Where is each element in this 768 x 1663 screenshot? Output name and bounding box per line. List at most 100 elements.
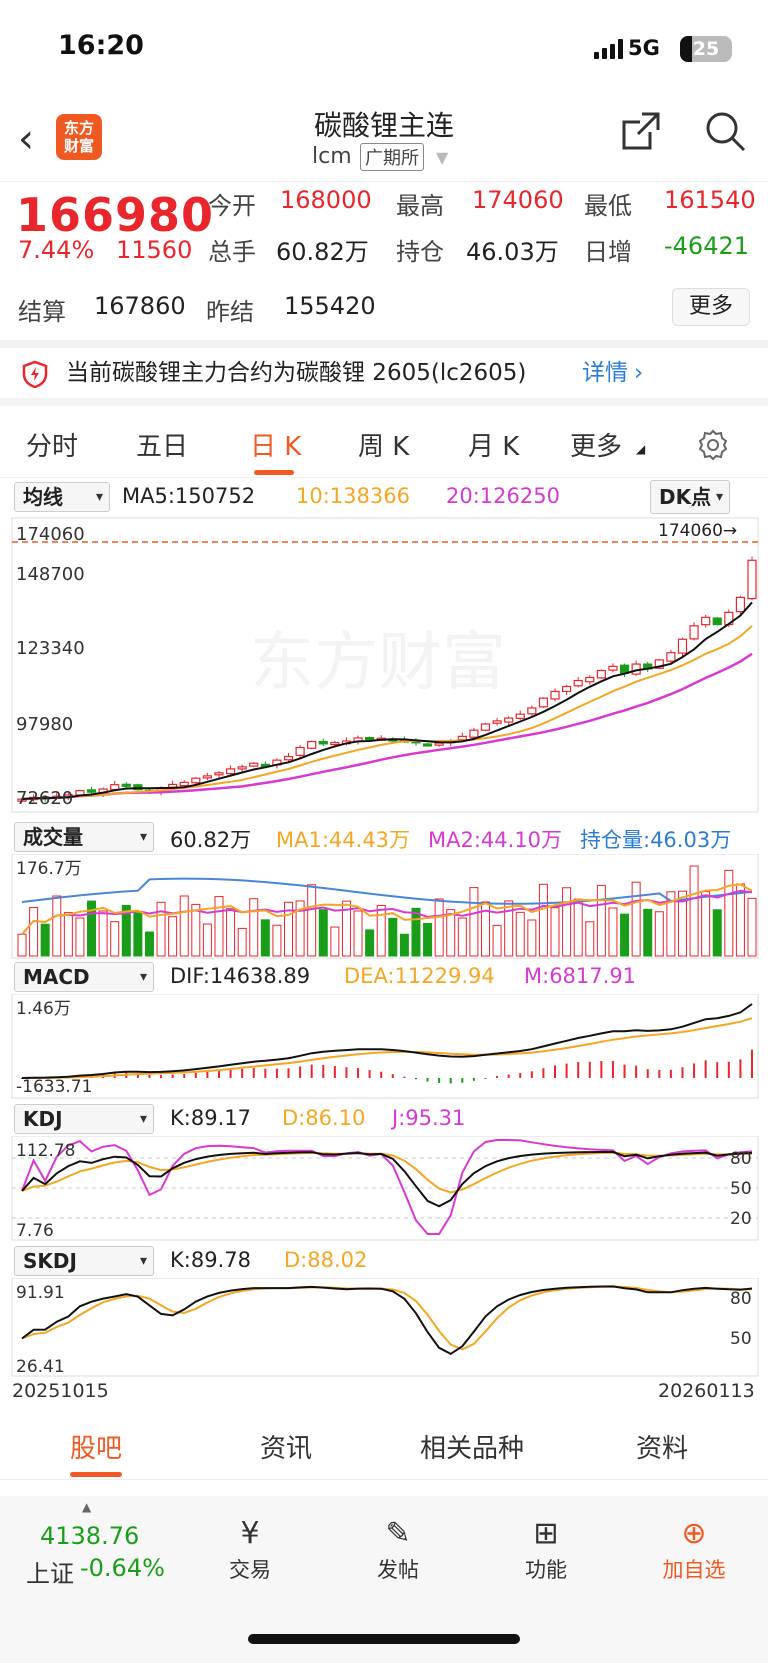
last-price: 166980 (16, 188, 215, 242)
macd-bar (391, 1074, 394, 1078)
macd-bar (345, 1067, 348, 1078)
tab-forum[interactable]: 股吧 (70, 1434, 123, 1464)
tab-intraday[interactable]: 分时 (26, 432, 79, 462)
add-watchlist-label: 加自选 (662, 1558, 726, 1582)
volume-bar (63, 912, 73, 957)
post-button[interactable]: ✎ 发帖 (348, 1514, 448, 1584)
tab-daily-k[interactable]: 日 K (250, 432, 302, 462)
tab-profile[interactable]: 资料 (636, 1434, 689, 1464)
skdj-chart[interactable]: 91.91 26.41 80 50 (0, 1278, 768, 1378)
app-logo[interactable]: 东方 财富 (56, 114, 102, 160)
tab-related[interactable]: 相关品种 (420, 1434, 525, 1464)
candle-body (86, 789, 97, 793)
ma10-label: 10:138366 (296, 484, 410, 508)
kdj-select[interactable]: KDJ (14, 1104, 154, 1134)
status-bar: 16:20 5G 25 (0, 0, 768, 96)
candle-body (608, 665, 618, 671)
more-button[interactable]: 更多 (672, 288, 750, 326)
volume-bar (75, 917, 85, 957)
vol-axis-top: 176.7万 (16, 859, 82, 879)
tab-monthly-k[interactable]: 月 K (468, 432, 520, 462)
volume-bar (144, 931, 154, 957)
volume-bar (573, 898, 583, 957)
volume-label: 总手 (208, 238, 256, 266)
kline-chart[interactable]: 东方财富 174060 148700 123340 97980 72620 17… (0, 514, 768, 814)
macd-bar (600, 1061, 603, 1078)
search-icon[interactable] (704, 110, 746, 152)
contract-dropdown-icon[interactable]: ▼ (436, 148, 449, 167)
tab-more[interactable]: 更多 (570, 432, 623, 462)
share-icon[interactable] (620, 110, 662, 152)
macd-bar (403, 1076, 406, 1078)
volume-bar (562, 887, 572, 957)
kdj-level-20-label: 20 (730, 1209, 752, 1229)
notice-bar[interactable]: 当前碳酸锂主力合约为碳酸锂 2605(lc2605) 详情 › (0, 340, 768, 406)
candle-body (365, 736, 375, 741)
macd-bar (322, 1065, 325, 1078)
volume-value: 60.82万 (276, 238, 369, 266)
high-marker: 174060→ (658, 521, 737, 541)
yen-cycle-icon: ¥ (240, 1516, 260, 1551)
macd-bar (611, 1061, 614, 1078)
volume-chart[interactable]: 176.7万 (0, 854, 768, 960)
kdj-j-label: J:95.31 (392, 1106, 466, 1130)
candle-body (179, 781, 189, 787)
kdj-chart[interactable]: 112.78 7.76 80 50 20 (0, 1136, 768, 1242)
trade-button[interactable]: ¥ 交易 (200, 1514, 300, 1584)
tab-weekly-k[interactable]: 周 K (358, 432, 410, 462)
candle-body (249, 762, 259, 767)
expand-icon[interactable]: ▲ (82, 1500, 92, 1514)
volume-bar (596, 884, 606, 957)
volume-bar (666, 891, 676, 957)
ma-select[interactable]: 均线 (14, 482, 110, 512)
vol-ma1-line (21, 883, 753, 935)
functions-label: 功能 (525, 1558, 567, 1582)
volume-bar (307, 884, 317, 957)
volume-bar (284, 901, 294, 957)
candle-body (666, 652, 676, 662)
macd-bar (716, 1062, 719, 1078)
volume-bar (318, 909, 328, 957)
volume-bar (168, 916, 178, 957)
ma5-line (21, 601, 753, 801)
macd-bar (357, 1068, 360, 1078)
oi-value: 46.03万 (466, 238, 559, 266)
open-interest-line (21, 877, 753, 905)
kdj-j-line (21, 1139, 753, 1235)
macd-axis-bottom: -1633.71 (16, 1077, 92, 1097)
candle-body (191, 777, 201, 784)
settle-label: 结算 (18, 298, 66, 326)
dk-point-select[interactable]: DK点 (650, 480, 730, 514)
volume-bar (399, 933, 409, 957)
skdj-axis-top: 91.91 (16, 1283, 65, 1303)
volume-bar (515, 911, 525, 957)
functions-button[interactable]: ⊞ 功能 (496, 1514, 596, 1584)
volume-bar (249, 898, 259, 957)
gear-icon[interactable] (696, 428, 730, 462)
candle-body (515, 713, 525, 720)
candle-body (307, 740, 317, 749)
volume-bar (87, 900, 97, 957)
macd-chart[interactable]: 1.46万 -1633.71 (0, 994, 768, 1100)
notice-detail-link[interactable]: 详情 (582, 360, 628, 386)
back-icon[interactable]: ‹ (18, 116, 34, 162)
index-value[interactable]: 4138.76 (40, 1522, 140, 1550)
candle-body (283, 755, 294, 761)
tab-news[interactable]: 资讯 (260, 1434, 313, 1464)
volume-bar (202, 923, 212, 957)
candle-body (121, 783, 131, 787)
macd-select[interactable]: MACD (14, 962, 154, 992)
price-axis-2: 148700 (16, 564, 85, 585)
volume-bar (457, 917, 467, 957)
macd-bar (183, 1073, 186, 1078)
candle-body (538, 697, 549, 708)
active-tab-underline (254, 470, 294, 475)
macd-bar (507, 1074, 510, 1078)
open-interest-label: 持仓量:46.03万 (580, 828, 732, 852)
volume-select[interactable]: 成交量 (14, 822, 154, 852)
volume-bar (423, 922, 433, 957)
tab-five-day[interactable]: 五日 (136, 432, 189, 462)
skdj-select[interactable]: SKDJ (14, 1246, 154, 1276)
add-watchlist-button[interactable]: ⊕ 加自选 (644, 1514, 744, 1584)
volume-frame (11, 854, 759, 959)
